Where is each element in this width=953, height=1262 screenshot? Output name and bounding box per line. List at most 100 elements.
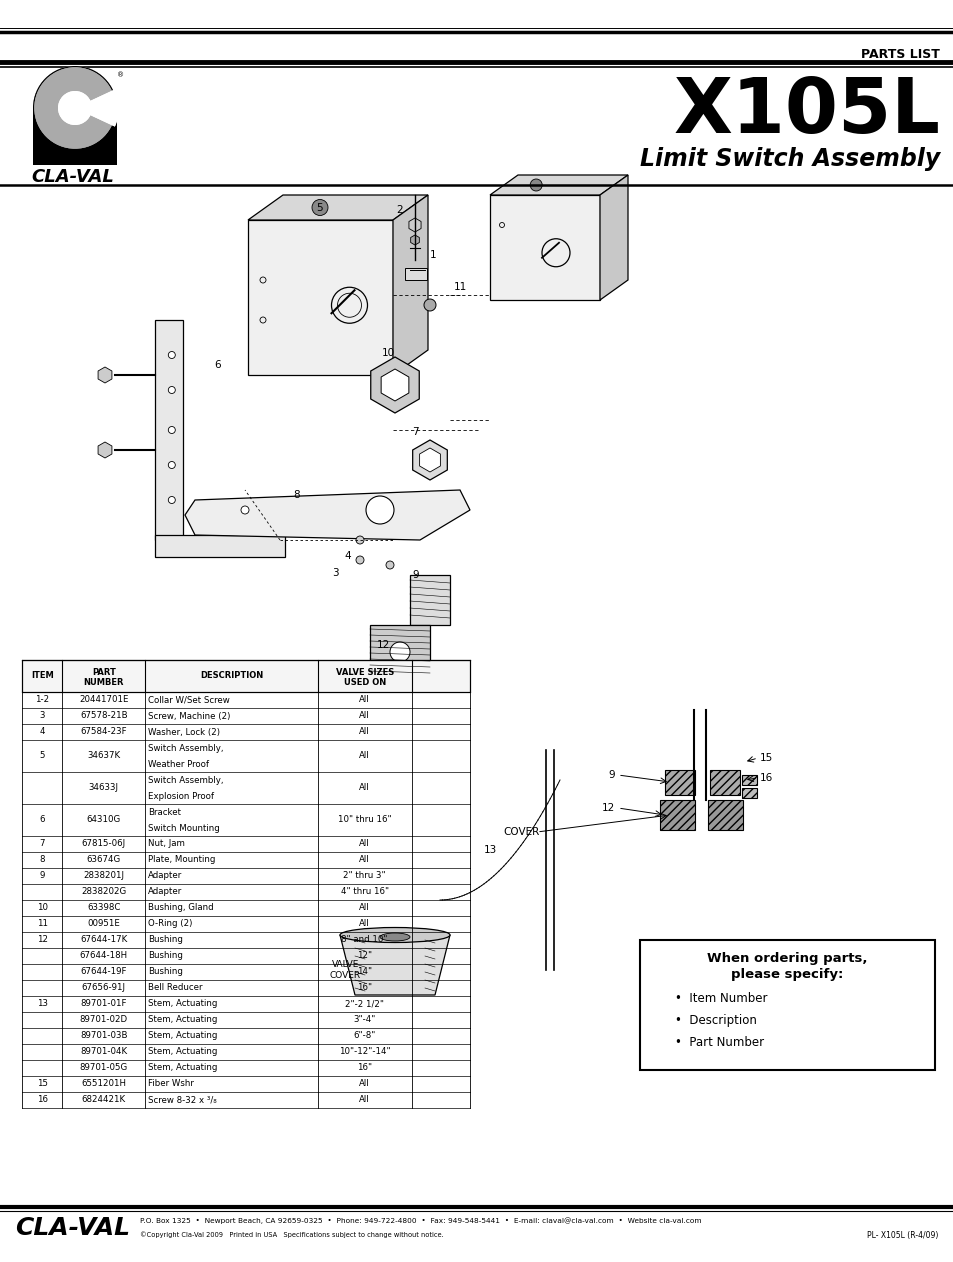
- Text: All: All: [359, 712, 370, 721]
- Text: •  Item Number: • Item Number: [675, 992, 767, 1005]
- Bar: [33, 110, 117, 165]
- Text: 1: 1: [429, 250, 436, 260]
- Text: 15: 15: [760, 753, 773, 764]
- Circle shape: [168, 427, 175, 434]
- Circle shape: [366, 496, 394, 524]
- Text: Stem, Actuating: Stem, Actuating: [148, 1031, 217, 1040]
- Text: 12: 12: [36, 935, 48, 944]
- Text: 6"-8": 6"-8": [354, 1031, 375, 1040]
- Text: All: All: [359, 856, 370, 864]
- Bar: [639, 940, 934, 1070]
- Polygon shape: [410, 235, 419, 245]
- Text: 8: 8: [294, 490, 300, 500]
- Bar: [490, 196, 599, 300]
- Circle shape: [390, 642, 410, 663]
- Text: 12: 12: [601, 803, 615, 813]
- Text: PL- X105L (R-4/09): PL- X105L (R-4/09): [865, 1230, 937, 1241]
- Text: 4: 4: [344, 551, 351, 562]
- Text: PART: PART: [91, 668, 115, 676]
- Text: 00951E: 00951E: [88, 920, 120, 929]
- Text: 89701-04K: 89701-04K: [80, 1047, 127, 1056]
- Bar: [405, 268, 427, 280]
- Text: ITEM: ITEM: [30, 671, 53, 680]
- Bar: [248, 220, 393, 375]
- Text: 20441701E: 20441701E: [79, 695, 129, 704]
- Text: All: All: [359, 1079, 370, 1089]
- Text: 8" and 10": 8" and 10": [341, 935, 388, 944]
- Text: All: All: [359, 751, 370, 761]
- Bar: [410, 575, 450, 625]
- Wedge shape: [75, 90, 119, 126]
- Text: Limit Switch Assembly: Limit Switch Assembly: [639, 146, 939, 170]
- Text: 67584-23F: 67584-23F: [80, 727, 127, 737]
- Text: Adapter: Adapter: [148, 872, 182, 881]
- Text: Stem, Actuating: Stem, Actuating: [148, 1064, 217, 1073]
- Text: 67644-18H: 67644-18H: [80, 952, 128, 960]
- Text: 12: 12: [376, 640, 389, 650]
- Text: 2838202G: 2838202G: [81, 887, 126, 896]
- Text: Bushing: Bushing: [148, 935, 183, 944]
- Bar: [22, 660, 470, 692]
- Bar: [707, 800, 742, 830]
- Wedge shape: [75, 90, 119, 126]
- Text: Collar W/Set Screw: Collar W/Set Screw: [148, 695, 230, 704]
- Text: 67644-19F: 67644-19F: [80, 968, 127, 977]
- Text: 3: 3: [39, 712, 45, 721]
- Bar: [154, 321, 183, 540]
- Text: Bushing: Bushing: [148, 968, 183, 977]
- Bar: [154, 535, 285, 557]
- Text: All: All: [359, 920, 370, 929]
- Text: •  Description: • Description: [675, 1013, 756, 1027]
- Text: 64310G: 64310G: [87, 815, 121, 824]
- Polygon shape: [599, 175, 627, 300]
- Text: 3"-4": 3"-4": [354, 1016, 375, 1025]
- Text: 14": 14": [356, 968, 372, 977]
- Text: Switch Mounting: Switch Mounting: [148, 824, 220, 833]
- Text: 10" thru 16": 10" thru 16": [337, 815, 391, 824]
- Text: 67644-17K: 67644-17K: [80, 935, 128, 944]
- Text: 89701-02D: 89701-02D: [80, 1016, 128, 1025]
- Text: Switch Assembly,: Switch Assembly,: [148, 776, 223, 785]
- Text: 15: 15: [36, 1079, 48, 1089]
- Polygon shape: [413, 440, 447, 480]
- Text: Stem, Actuating: Stem, Actuating: [148, 1000, 217, 1008]
- Text: 7: 7: [39, 839, 45, 848]
- Text: All: All: [359, 1095, 370, 1104]
- Text: 5: 5: [39, 751, 45, 761]
- Text: 2" thru 3": 2" thru 3": [343, 872, 386, 881]
- Text: 89701-05G: 89701-05G: [79, 1064, 128, 1073]
- Text: 9: 9: [39, 872, 45, 881]
- Circle shape: [355, 557, 364, 564]
- Text: Explosion Proof: Explosion Proof: [148, 793, 214, 801]
- Text: 10"-12"-14": 10"-12"-14": [338, 1047, 390, 1056]
- Bar: [33, 107, 117, 165]
- Polygon shape: [33, 66, 116, 105]
- Text: CLA-VAL: CLA-VAL: [31, 168, 114, 186]
- Text: Switch Assembly,: Switch Assembly,: [148, 745, 223, 753]
- Bar: [709, 770, 740, 795]
- Polygon shape: [393, 196, 428, 375]
- Text: 11: 11: [453, 281, 466, 292]
- Text: 89701-01F: 89701-01F: [80, 1000, 127, 1008]
- Circle shape: [168, 352, 175, 358]
- Text: Adapter: Adapter: [148, 887, 182, 896]
- Text: 16": 16": [356, 1064, 372, 1073]
- Circle shape: [423, 299, 436, 310]
- Text: 7: 7: [412, 427, 417, 437]
- Circle shape: [355, 536, 364, 544]
- Text: 9: 9: [608, 770, 615, 780]
- Text: All: All: [359, 839, 370, 848]
- Text: ©Copyright Cla-Val 2009   Printed in USA   Specifications subject to change with: ©Copyright Cla-Val 2009 Printed in USA S…: [140, 1230, 443, 1238]
- Text: •  Part Number: • Part Number: [675, 1036, 763, 1049]
- Polygon shape: [339, 935, 450, 994]
- Ellipse shape: [379, 933, 410, 941]
- Text: Screw 8-32 x ³/₈: Screw 8-32 x ³/₈: [148, 1095, 216, 1104]
- Text: 34633J: 34633J: [89, 784, 118, 793]
- Text: 89701-03B: 89701-03B: [80, 1031, 128, 1040]
- Circle shape: [58, 91, 91, 125]
- Text: NUMBER: NUMBER: [84, 678, 124, 687]
- Text: All: All: [359, 904, 370, 912]
- Text: Stem, Actuating: Stem, Actuating: [148, 1047, 217, 1056]
- Text: 12": 12": [356, 952, 372, 960]
- Text: Plate, Mounting: Plate, Mounting: [148, 856, 215, 864]
